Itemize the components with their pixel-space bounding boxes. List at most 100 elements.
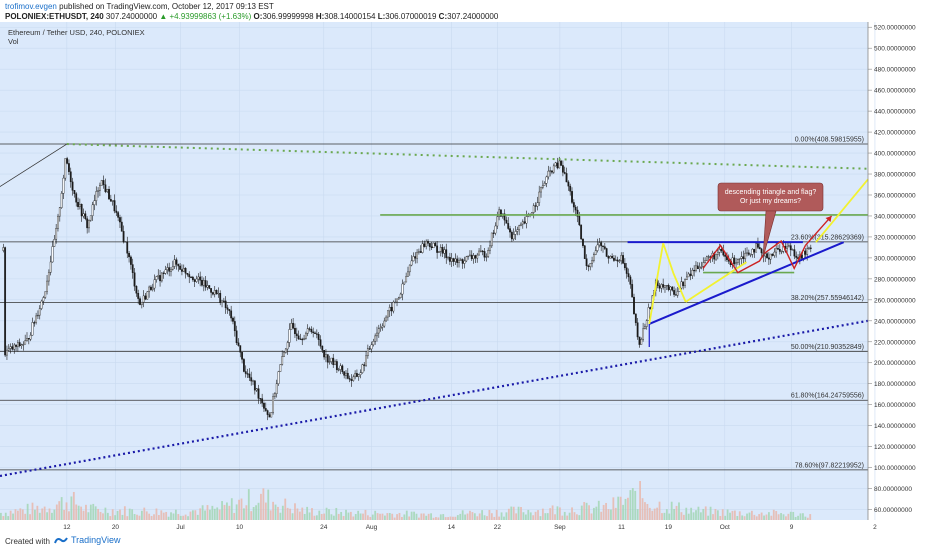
- volume-bar: [19, 508, 22, 520]
- candle-body: [695, 265, 697, 271]
- candle-body: [115, 210, 118, 213]
- volume-bar: [558, 507, 561, 520]
- volume-bar: [792, 511, 795, 520]
- candle-body: [388, 307, 391, 312]
- candle-body: [532, 205, 535, 213]
- author-link[interactable]: trofimov.evgen: [5, 2, 57, 11]
- volume-bar: [520, 506, 522, 520]
- candle-body: [481, 250, 484, 252]
- volume-bar: [580, 505, 583, 520]
- volume-bar: [226, 502, 228, 520]
- volume-bar: [736, 515, 739, 520]
- volume-bar: [714, 508, 717, 520]
- candle-body: [627, 273, 630, 278]
- volume-bar: [772, 509, 775, 520]
- volume-bar: [532, 515, 535, 520]
- volume-bar: [704, 506, 707, 520]
- volume-bar: [138, 515, 141, 520]
- plot-area[interactable]: [0, 22, 868, 520]
- volume-bar: [442, 514, 445, 520]
- candle-body: [230, 310, 233, 319]
- y-tick-label: 380.00000000: [874, 172, 916, 179]
- red-arrow-line: [804, 215, 833, 246]
- candle-body: [780, 251, 783, 253]
- volume-bar: [459, 513, 462, 520]
- volume-bar: [481, 510, 484, 520]
- candle-body: [598, 242, 601, 246]
- candle-body: [664, 285, 666, 288]
- candle-body: [578, 216, 581, 226]
- candle-body: [190, 276, 192, 278]
- tradingview-brand[interactable]: TradingView: [54, 535, 121, 545]
- volume-bar: [337, 513, 340, 520]
- candle-body: [150, 286, 152, 290]
- candle-body: [131, 264, 134, 273]
- candle-body: [288, 329, 291, 343]
- price-axis[interactable]: [868, 22, 932, 532]
- volume-bar: [673, 508, 676, 520]
- candle-body: [20, 344, 23, 347]
- volume-bar: [629, 490, 632, 520]
- volume-bar: [315, 515, 318, 520]
- drawings: descending triangle and flag? Or just my …: [0, 143, 869, 478]
- candle-body: [620, 255, 623, 262]
- candle-body: [658, 285, 661, 289]
- volume-bar: [284, 498, 287, 520]
- time-axis[interactable]: [0, 520, 868, 532]
- dotted-resistance-line: [66, 143, 869, 170]
- publish-info: trofimov.evgen published on TradingView.…: [5, 2, 274, 11]
- candle-body: [173, 259, 176, 267]
- volume-bar: [802, 513, 804, 520]
- volume-bar: [196, 514, 199, 520]
- candle-body: [58, 207, 61, 217]
- volume-bar: [14, 509, 17, 520]
- price-chart[interactable]: 0.00%(408.59815955) 23.60%(315.28629369) 3…: [0, 22, 932, 532]
- volume-bar: [614, 507, 617, 520]
- candle-body: [742, 256, 745, 260]
- candle-body: [71, 181, 74, 191]
- volume-bar: [709, 506, 712, 520]
- volume-bar: [347, 512, 350, 520]
- candle-body: [682, 281, 685, 286]
- candle-body: [11, 346, 14, 350]
- volume-bar: [432, 517, 435, 520]
- volume-bar: [349, 511, 352, 520]
- volume-bar: [262, 488, 265, 520]
- candle-body: [270, 412, 273, 418]
- candle-body: [357, 374, 360, 377]
- volume-bar: [111, 509, 114, 520]
- volume-bar: [250, 511, 253, 520]
- candle-body: [38, 308, 41, 316]
- candle-body: [16, 342, 19, 347]
- volume-bar: [114, 515, 117, 520]
- volume-bar: [697, 506, 700, 520]
- candle-body: [89, 215, 92, 221]
- candle-body: [600, 242, 603, 247]
- candle-body: [268, 414, 271, 418]
- volume-bar: [58, 501, 61, 520]
- candle-body: [540, 187, 542, 193]
- volume-bar: [444, 517, 447, 520]
- candle-body: [476, 254, 479, 259]
- candle-body: [432, 242, 435, 249]
- volume-bar: [403, 514, 406, 520]
- candle-body: [418, 251, 420, 253]
- candle-body: [450, 258, 453, 262]
- candle-body: [507, 223, 510, 229]
- candle-body: [111, 200, 114, 202]
- volume-bar: [498, 516, 501, 520]
- volume-bar: [201, 505, 204, 520]
- candle-body: [412, 256, 415, 262]
- candle-body: [571, 191, 573, 203]
- candle-body: [84, 213, 87, 219]
- volume-bar: [320, 513, 323, 520]
- volume-bar: [755, 516, 758, 520]
- volume-bar: [216, 507, 219, 520]
- candle-body: [295, 333, 298, 336]
- candle-body: [272, 396, 274, 413]
- candle-body: [483, 251, 486, 258]
- candle-body: [562, 165, 564, 173]
- x-tick-label: 20: [112, 524, 120, 531]
- volume-bar: [177, 514, 180, 520]
- candle-body: [80, 203, 83, 217]
